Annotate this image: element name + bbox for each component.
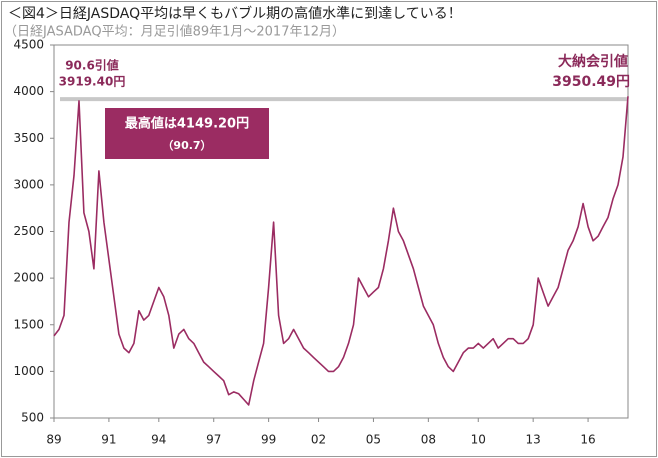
x-tick-label: 89 — [46, 433, 61, 447]
annotation: 3919.40円 — [59, 75, 126, 89]
annotation: 90.6引値 — [65, 58, 119, 73]
y-tick-label: 2000 — [13, 271, 44, 285]
y-tick-label: 500 — [21, 411, 44, 425]
y-tick-label: 2500 — [13, 224, 44, 238]
x-tick-label: 91 — [101, 433, 116, 447]
y-tick-label: 4500 — [13, 38, 44, 52]
chart-subtitle: （日経JASADAQ平均：月足引値89年1月〜2017年12月） — [4, 24, 345, 40]
y-tick-label: 1500 — [13, 317, 44, 331]
chart-title: ＜図4＞日経JASDAQ平均は早くもバブル期の高値水準に到達している！ — [8, 5, 462, 22]
x-tick-label: 99 — [261, 433, 276, 447]
y-tick-label: 1000 — [13, 364, 44, 378]
x-tick-label: 13 — [526, 433, 541, 447]
x-tick-label: 02 — [311, 433, 326, 447]
annotation: 大納会引値 — [558, 53, 628, 70]
x-tick-label: 16 — [580, 433, 595, 447]
y-tick-label: 3000 — [13, 177, 44, 191]
x-tick-label: 94 — [151, 433, 166, 447]
box-text: 最高値は4149.20円 — [125, 116, 249, 132]
highlight-box — [105, 108, 269, 159]
data-line — [53, 96, 629, 406]
x-tick-label: 08 — [421, 433, 436, 447]
x-tick-label: 05 — [366, 433, 381, 447]
y-tick-label: 4000 — [13, 84, 44, 98]
y-tick-label: 3500 — [13, 131, 44, 145]
x-tick-label: 97 — [206, 433, 221, 447]
x-tick-label: 10 — [471, 433, 486, 447]
annotation: 3950.49円 — [552, 74, 630, 90]
box-text: （90.7） — [162, 139, 211, 152]
